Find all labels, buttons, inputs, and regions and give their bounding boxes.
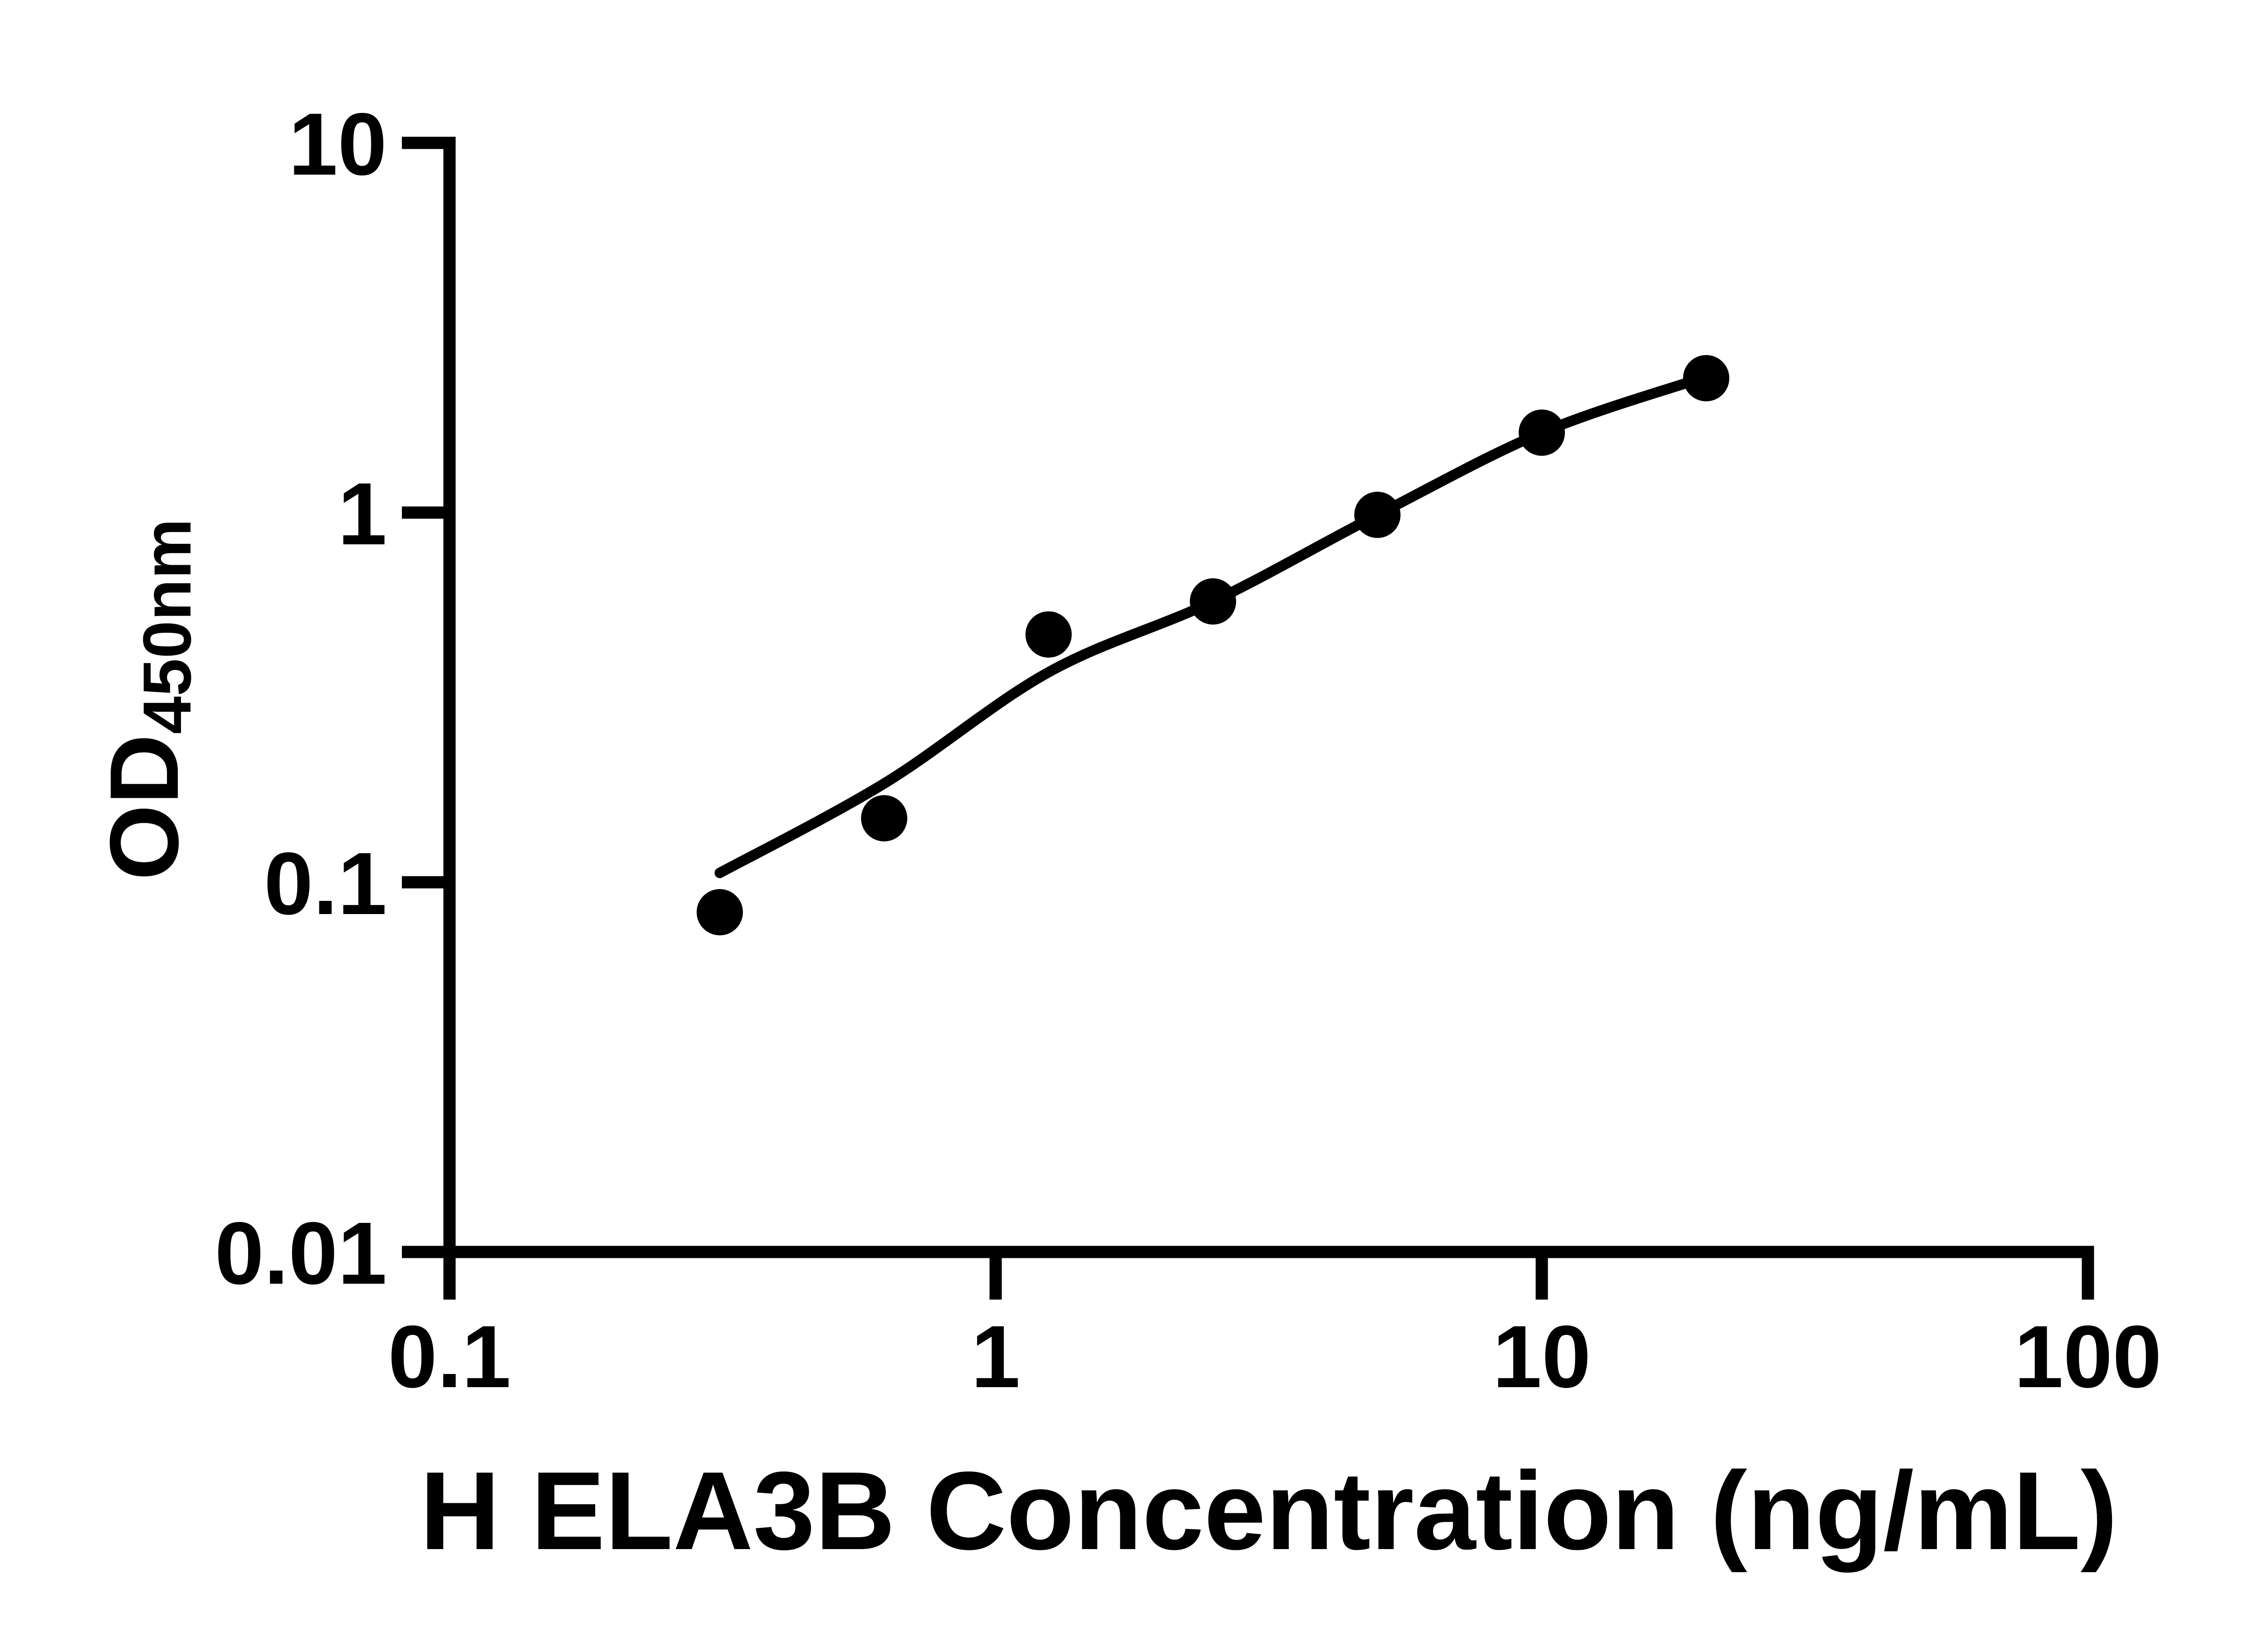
data-point-marker xyxy=(1683,355,1730,401)
y-tick-label-0: 10 xyxy=(288,95,387,194)
x-axis-tick-labels: 0.1 1 10 100 xyxy=(388,1307,2161,1406)
y-axis-title-subscript: 450nm xyxy=(129,518,205,734)
y-axis-title: OD450nm xyxy=(89,518,205,880)
axis-frame xyxy=(443,137,2094,1258)
x-tick-label-1: 1 xyxy=(971,1307,1020,1406)
data-point-marker xyxy=(1190,578,1237,625)
y-axis-title-main: OD xyxy=(89,734,199,880)
y-axis-ticks xyxy=(402,137,450,1258)
x-axis-ticks xyxy=(443,1252,2094,1300)
x-tick-label-2: 10 xyxy=(1493,1307,1591,1406)
data-point-marker xyxy=(1519,409,1565,456)
y-tick-label-2: 0.1 xyxy=(264,834,387,933)
data-point-marker xyxy=(696,889,743,935)
x-tick-label-3: 100 xyxy=(2014,1307,2161,1406)
y-tick-label-1: 1 xyxy=(338,464,387,563)
x-tick-label-0: 0.1 xyxy=(388,1307,511,1406)
data-point-markers xyxy=(696,355,1730,935)
data-point-marker xyxy=(861,795,908,841)
data-point-marker xyxy=(1025,611,1072,658)
x-axis-title: H ELA3B Concentration (ng/mL) xyxy=(420,1448,2118,1573)
y-axis-tick-labels: 10 1 0.1 0.01 xyxy=(215,95,387,1303)
fitted-curve-line xyxy=(714,373,1707,878)
data-point-marker xyxy=(1354,492,1401,538)
y-tick-label-3: 0.01 xyxy=(215,1204,387,1303)
